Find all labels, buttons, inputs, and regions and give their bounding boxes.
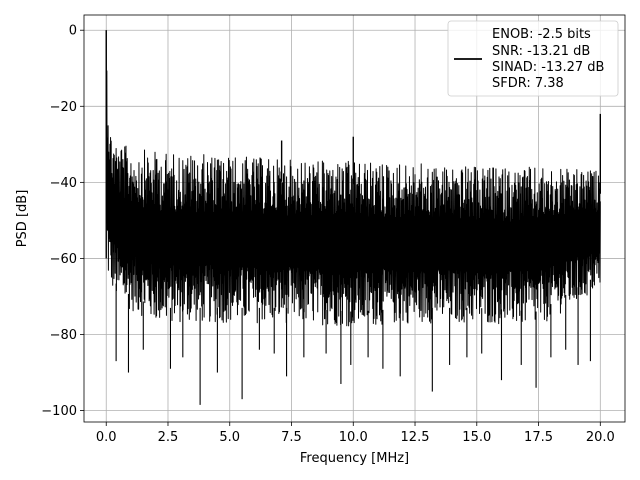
legend-box — [447, 20, 619, 97]
y-tick-label: −20 — [50, 100, 77, 115]
y-axis-label: PSD [dB] — [15, 190, 30, 248]
legend: ENOB: -2.5 bits SNR: -13.21 dB SINAD: -1… — [447, 20, 619, 97]
x-tick-label: 12.5 — [401, 430, 430, 445]
y-tick-label: −40 — [50, 176, 77, 191]
x-tick-label: 17.5 — [524, 430, 553, 445]
x-tick-label: 2.5 — [158, 430, 179, 445]
y-tick-label: −80 — [50, 328, 77, 343]
legend-entry-enob: ENOB: -2.5 bits — [492, 27, 591, 42]
x-tick-label: 5.0 — [219, 430, 240, 445]
y-tick-label: −100 — [41, 404, 77, 419]
x-tick-label: 20.0 — [586, 430, 615, 445]
psd-trace — [105, 30, 601, 405]
x-tick-label: 0.0 — [96, 430, 117, 445]
x-axis-ticks: 0.0 2.5 5.0 7.5 10.0 12.5 15.0 17.5 20.0 — [96, 422, 615, 445]
y-axis-ticks: 0 −20 −40 −60 −80 −100 — [41, 24, 84, 419]
legend-entry-snr: SNR: -13.21 dB — [492, 44, 590, 59]
x-tick-label: 15.0 — [462, 430, 491, 445]
psd-noise-line — [105, 30, 601, 327]
legend-entry-sinad: SINAD: -13.27 dB — [492, 60, 604, 75]
y-tick-label: 0 — [69, 24, 77, 39]
y-tick-label: −60 — [50, 252, 77, 267]
x-tick-label: 10.0 — [339, 430, 368, 445]
axes-frame — [83, 14, 626, 423]
x-axis-label: Frequency [MHz] — [300, 451, 409, 466]
x-tick-label: 7.5 — [281, 430, 302, 445]
legend-entry-sfdr: SFDR: 7.38 — [492, 76, 564, 91]
